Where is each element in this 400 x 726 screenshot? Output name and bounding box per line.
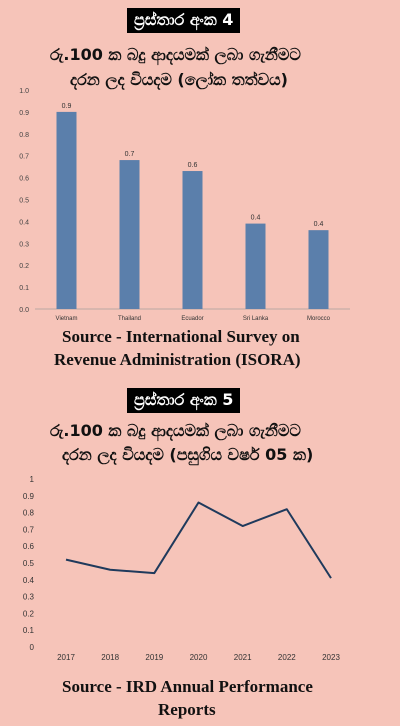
- source-line-2: Reports: [158, 700, 216, 719]
- x-tick-label: 2023: [322, 653, 340, 662]
- bar-data-label: 0.4: [314, 221, 324, 228]
- y-tick-label: 0.8: [19, 132, 29, 139]
- x-tick-label: 2019: [145, 653, 163, 662]
- x-tick-label: Vietnam: [56, 316, 78, 322]
- bar-data-label: 0.9: [62, 103, 72, 110]
- x-tick-label: 2021: [234, 653, 252, 662]
- y-tick-label: 0: [30, 643, 35, 652]
- source-line-1: Source - IRD Annual Performance: [62, 677, 313, 696]
- x-tick-label: 2020: [190, 653, 208, 662]
- y-tick-label: 0.9: [23, 492, 35, 501]
- y-tick-label: 1.0: [19, 88, 29, 95]
- y-tick-label: 0.3: [23, 593, 35, 602]
- source-line-2: Revenue Administration (ISORA): [54, 350, 301, 369]
- x-tick-label: Morocco: [307, 316, 331, 322]
- y-tick-label: 0.5: [23, 559, 35, 568]
- bar-data-label: 0.7: [125, 151, 135, 158]
- series-line: [65, 501, 332, 579]
- y-tick-label: 0.7: [23, 525, 35, 534]
- y-tick-label: 0.6: [19, 176, 29, 183]
- x-tick-label: Ecuador: [181, 316, 203, 322]
- y-tick-label: 0.1: [23, 626, 35, 635]
- chart-number-label-5: ප්‍රස්තාර අංක 5: [127, 388, 241, 413]
- y-tick-label: 0.7: [19, 154, 29, 161]
- y-tick-label: 0.1: [19, 285, 29, 292]
- x-tick-label: 2018: [101, 653, 119, 662]
- y-tick-label: 0.9: [19, 110, 29, 117]
- line-chart: 0 0.1 0.2 0.3 0.4 0.5 0.6 0.7 0.8 0.9 1 2017 2018 201…: [23, 475, 341, 662]
- chart-title-line-1: රු.100 ක බදු ආදයමක් ලබා ගැනීමට: [50, 45, 301, 64]
- y-tick-label: 0.2: [19, 263, 29, 270]
- x-tick-label: 2017: [57, 653, 75, 662]
- chart-title-line-2: දරන ලද වියදම (පසුගිය වර්ෂ 05 ක): [62, 445, 314, 464]
- bar: [119, 160, 140, 309]
- chart-title-line-2: දරන ලද වියදම (ලෝක තත්වය): [70, 70, 288, 89]
- y-tick-label: 0.3: [19, 241, 29, 248]
- y-tick-label: 0.4: [23, 576, 35, 585]
- chart-number-label-4: ප්‍රස්තාර අංක 4: [127, 8, 241, 33]
- y-tick-label: 0.4: [19, 219, 29, 226]
- x-tick-label: 2022: [278, 653, 296, 662]
- bar-data-label: 0.4: [251, 215, 261, 222]
- bar: [182, 171, 203, 309]
- y-tick-label: 1: [30, 475, 35, 484]
- y-tick-label: 0.5: [19, 198, 29, 205]
- bar: [56, 111, 77, 310]
- x-tick-label: Sri Lanka: [243, 316, 269, 322]
- y-tick-label: 0.8: [23, 509, 35, 518]
- bar: [308, 230, 329, 309]
- x-tick-label: Thailand: [118, 316, 141, 322]
- y-tick-label: 0.2: [23, 609, 35, 618]
- bar-data-label: 0.6: [188, 162, 198, 169]
- y-tick-label: 0.0: [19, 307, 29, 314]
- bar-chart: 0.0 0.1 0.2 0.3 0.4 0.5 0.6 0.7 0.8 0.9 1.0 0.9 Viet…: [19, 88, 350, 322]
- y-tick-label: 0.6: [23, 542, 35, 551]
- chart-title-line-1: රු.100 ක බදු ආදයමක් ලබා ගැනීමට: [50, 421, 301, 440]
- source-line-1: Source - International Survey on: [62, 327, 300, 346]
- bar: [245, 223, 266, 309]
